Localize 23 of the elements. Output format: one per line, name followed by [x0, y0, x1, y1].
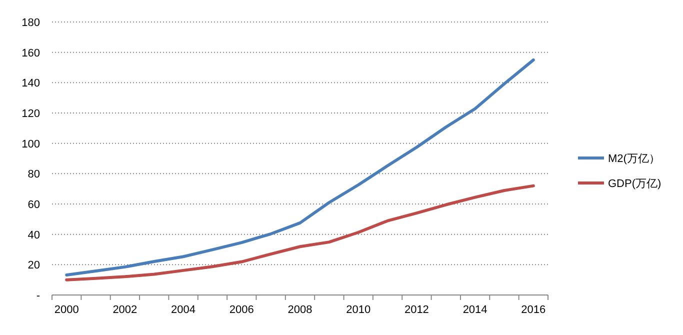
x-tick-label: 2012 [404, 304, 429, 316]
x-tick-label: 2014 [462, 304, 488, 316]
y-tick-label: 160 [22, 47, 40, 60]
y-tick-label: 140 [22, 78, 40, 90]
x-tick-label: 2010 [346, 304, 371, 316]
y-tick-label: 20 [28, 260, 40, 272]
x-tick-label: 2000 [54, 304, 79, 316]
y-tick-label: - [36, 290, 40, 302]
y-tick-label: 100 [22, 138, 40, 150]
y-tick-label: 180 [22, 17, 40, 29]
x-tick-label: 2016 [521, 304, 546, 316]
line-series [65, 58, 535, 276]
x-tick-label: 2006 [229, 304, 254, 316]
y-tick-label: 80 [28, 168, 40, 181]
x-tick-label: 2004 [171, 304, 196, 316]
x-tick-label: 2008 [288, 304, 312, 316]
y-tick-label: 60 [28, 199, 40, 211]
line-series [65, 184, 535, 282]
x-tick-label: 2002 [112, 304, 138, 316]
legend-label: GDP(万亿) [608, 178, 662, 190]
legend-label: M2(万亿） [608, 153, 660, 165]
y-tick-label: 120 [22, 108, 40, 120]
y-tick-label: 40 [28, 229, 40, 242]
